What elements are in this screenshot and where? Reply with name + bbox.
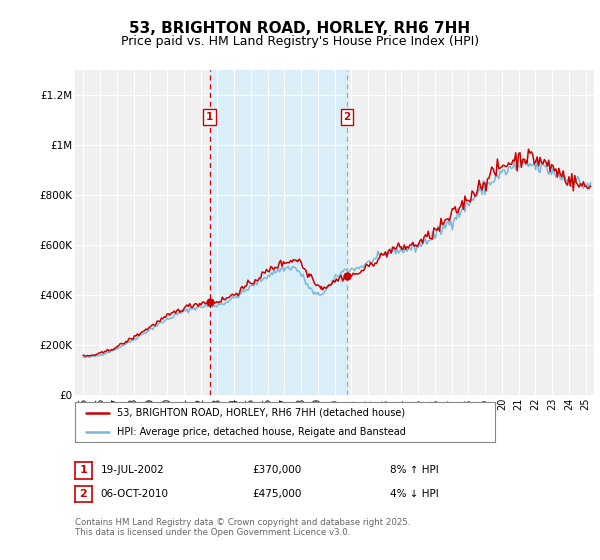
Text: 1: 1 bbox=[80, 465, 87, 475]
Text: 19-JUL-2002: 19-JUL-2002 bbox=[101, 465, 164, 475]
Text: 2: 2 bbox=[80, 489, 87, 499]
Text: 53, BRIGHTON ROAD, HORLEY, RH6 7HH (detached house): 53, BRIGHTON ROAD, HORLEY, RH6 7HH (deta… bbox=[117, 408, 405, 418]
Text: 8% ↑ HPI: 8% ↑ HPI bbox=[390, 465, 439, 475]
Text: 53, BRIGHTON ROAD, HORLEY, RH6 7HH: 53, BRIGHTON ROAD, HORLEY, RH6 7HH bbox=[130, 21, 470, 36]
Text: HPI: Average price, detached house, Reigate and Banstead: HPI: Average price, detached house, Reig… bbox=[117, 427, 406, 437]
Text: 4% ↓ HPI: 4% ↓ HPI bbox=[390, 489, 439, 499]
Bar bbox=[209, 70, 347, 395]
Text: 1: 1 bbox=[206, 112, 213, 122]
Text: Price paid vs. HM Land Registry's House Price Index (HPI): Price paid vs. HM Land Registry's House … bbox=[121, 35, 479, 48]
Text: Contains HM Land Registry data © Crown copyright and database right 2025.
This d: Contains HM Land Registry data © Crown c… bbox=[75, 518, 410, 538]
Text: £475,000: £475,000 bbox=[252, 489, 301, 499]
Text: 2: 2 bbox=[344, 112, 351, 122]
Text: 06-OCT-2010: 06-OCT-2010 bbox=[101, 489, 169, 499]
Text: £370,000: £370,000 bbox=[252, 465, 301, 475]
